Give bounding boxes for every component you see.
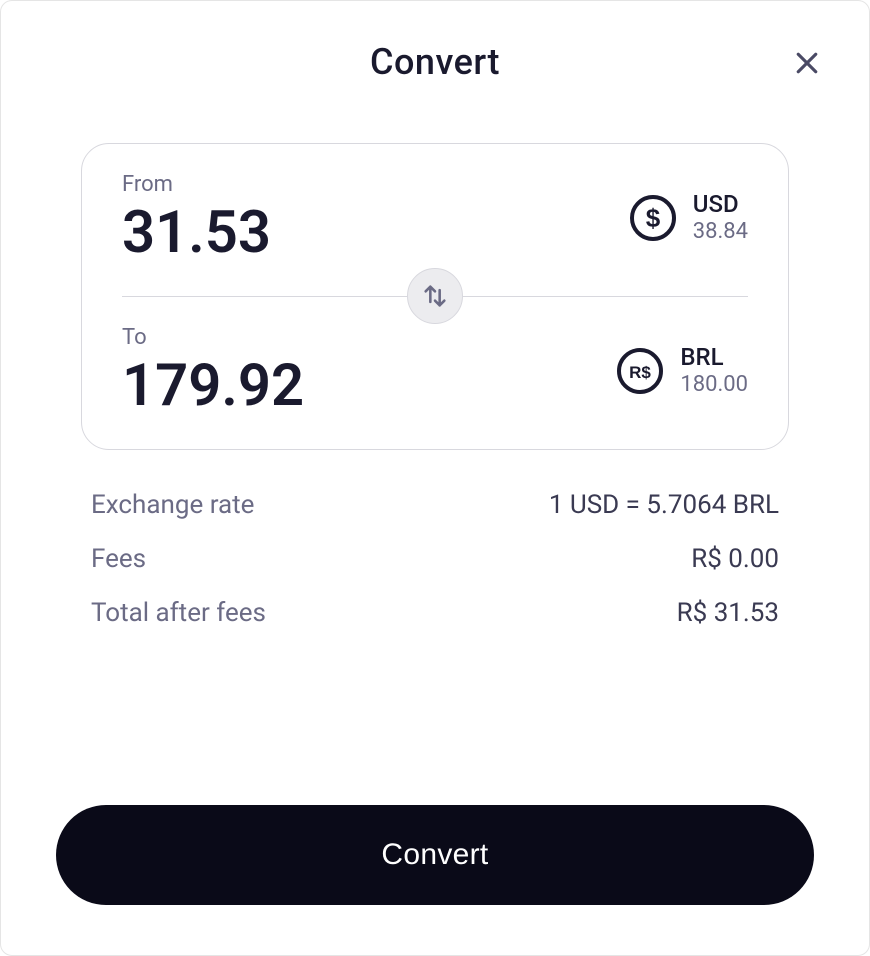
close-button[interactable] bbox=[785, 41, 829, 85]
fees-label: Fees bbox=[91, 544, 146, 574]
to-currency-code: BRL bbox=[680, 343, 748, 372]
total-value: R$ 31.53 bbox=[677, 598, 779, 628]
swap-button[interactable] bbox=[407, 268, 463, 324]
to-label: To bbox=[122, 325, 304, 350]
fees-row: Fees R$ 0.00 bbox=[91, 532, 779, 586]
exchange-rate-label: Exchange rate bbox=[91, 490, 254, 520]
from-amount[interactable]: 31.53 bbox=[122, 203, 271, 264]
conversion-card: From 31.53 $ USD 38.84 To bbox=[81, 143, 789, 450]
to-left: To 179.92 bbox=[122, 325, 304, 417]
brl-currency-icon: R$ bbox=[616, 347, 664, 395]
usd-currency-icon: $ bbox=[629, 194, 677, 242]
to-amount[interactable]: 179.92 bbox=[122, 356, 304, 417]
fees-value: R$ 0.00 bbox=[691, 544, 779, 574]
total-row: Total after fees R$ 31.53 bbox=[91, 586, 779, 640]
close-icon bbox=[792, 48, 822, 78]
convert-button[interactable]: Convert bbox=[56, 805, 814, 905]
exchange-rate-row: Exchange rate 1 USD = 5.7064 BRL bbox=[91, 478, 779, 532]
from-currency-info: USD 38.84 bbox=[693, 190, 748, 245]
to-currency-info: BRL 180.00 bbox=[680, 343, 748, 398]
from-label: From bbox=[122, 172, 271, 197]
exchange-rate-value: 1 USD = 5.7064 BRL bbox=[549, 490, 779, 520]
modal-title: Convert bbox=[370, 41, 500, 83]
from-left: From 31.53 bbox=[122, 172, 271, 264]
total-label: Total after fees bbox=[91, 598, 266, 628]
svg-text:$: $ bbox=[646, 203, 661, 233]
from-currency-code: USD bbox=[693, 190, 748, 219]
swap-icon bbox=[421, 282, 449, 310]
modal-header: Convert bbox=[1, 1, 869, 113]
from-currency-selector[interactable]: $ USD 38.84 bbox=[629, 190, 748, 245]
svg-text:R$: R$ bbox=[630, 363, 652, 382]
conversion-details: Exchange rate 1 USD = 5.7064 BRL Fees R$… bbox=[91, 478, 779, 640]
to-currency-balance: 180.00 bbox=[680, 372, 748, 398]
to-currency-selector[interactable]: R$ BRL 180.00 bbox=[616, 343, 748, 398]
section-divider bbox=[122, 296, 748, 297]
from-currency-balance: 38.84 bbox=[693, 219, 748, 245]
